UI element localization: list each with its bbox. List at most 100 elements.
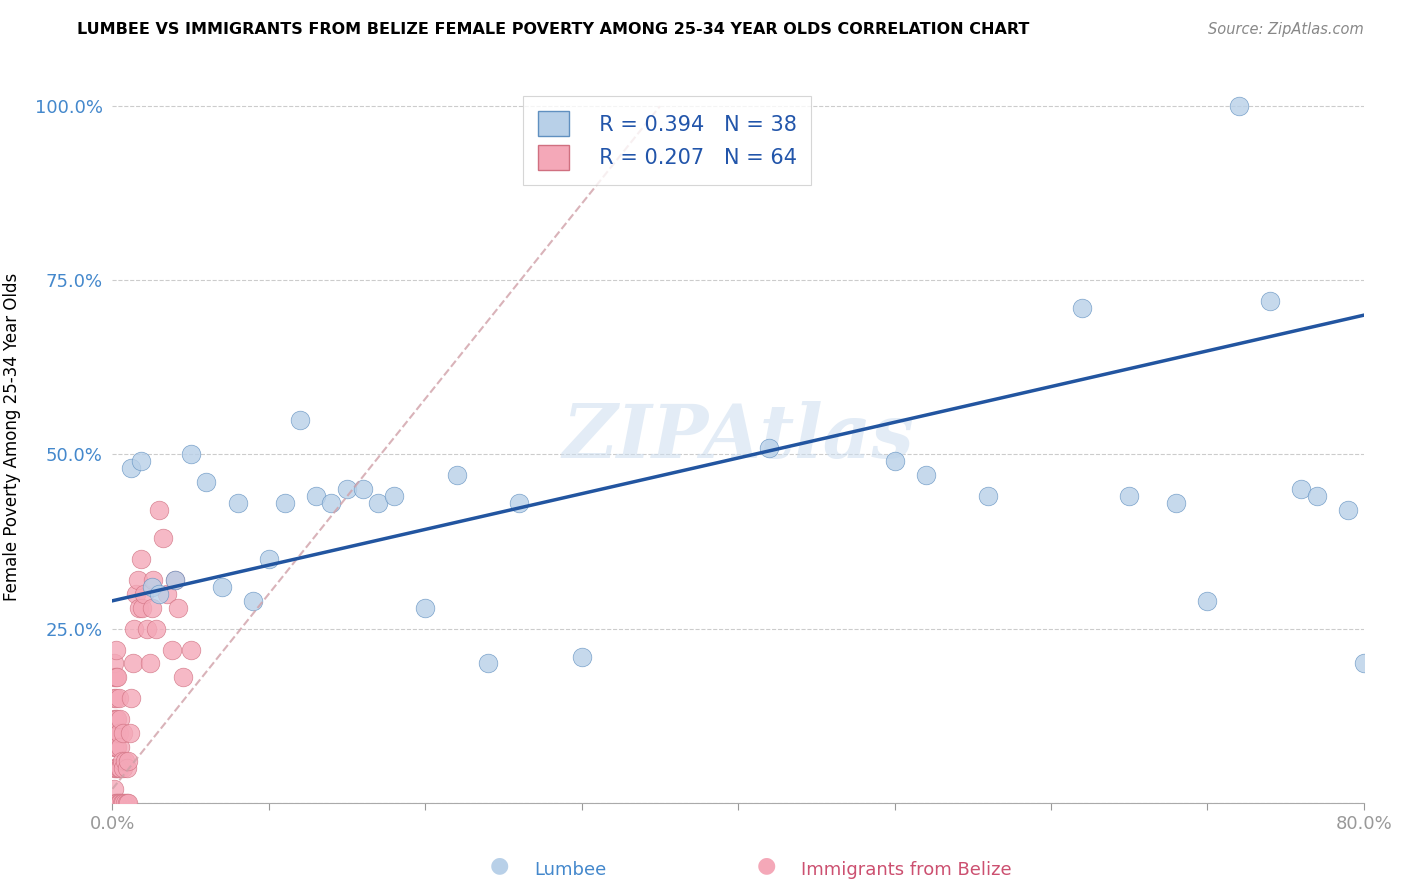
Point (1227, 99, 1250, 113)
Text: Lumbee: Lumbee (534, 861, 606, 879)
Point (104, 761, 127, 775)
Point (160, 642, 183, 657)
Point (129, 552, 152, 566)
Point (148, 587, 170, 601)
Point (105, 740, 128, 755)
Point (132, 587, 155, 601)
Point (103, 726, 125, 740)
Point (111, 754, 134, 768)
Point (1258, 294, 1281, 309)
Point (103, 761, 125, 775)
Text: ZIPAtlas: ZIPAtlas (562, 401, 914, 474)
Point (508, 496, 530, 510)
Point (117, 796, 139, 810)
Point (180, 448, 202, 462)
Point (110, 712, 132, 726)
Point (1118, 489, 1140, 503)
Point (257, 552, 280, 566)
Point (112, 796, 135, 810)
Point (103, 796, 125, 810)
Point (107, 726, 129, 740)
Point (148, 503, 170, 517)
Point (1353, 657, 1375, 671)
Point (114, 796, 136, 810)
Point (141, 580, 163, 594)
Point (1166, 496, 1188, 510)
Point (104, 670, 127, 684)
Point (477, 657, 499, 671)
Point (125, 587, 148, 601)
Point (104, 726, 127, 740)
Point (129, 454, 152, 468)
Point (103, 781, 125, 796)
Point (211, 580, 233, 594)
Point (290, 412, 312, 426)
Point (1291, 483, 1313, 497)
Legend:   R = 0.394   N = 38,   R = 0.207   N = 64: R = 0.394 N = 38, R = 0.207 N = 64 (523, 96, 811, 185)
Point (382, 489, 405, 503)
Point (305, 489, 328, 503)
Point (571, 649, 593, 664)
Point (156, 587, 179, 601)
Point (110, 740, 132, 755)
Point (163, 573, 186, 587)
Point (883, 454, 905, 468)
Point (107, 761, 129, 775)
Point (1197, 594, 1219, 608)
Point (195, 475, 218, 490)
Point (163, 573, 186, 587)
Point (115, 761, 138, 775)
Point (321, 496, 343, 510)
Point (128, 600, 150, 615)
Point (114, 754, 136, 768)
Point (446, 468, 468, 483)
Point (172, 670, 194, 684)
Point (120, 691, 142, 706)
Point (152, 531, 174, 545)
Point (115, 796, 138, 810)
Point (180, 642, 202, 657)
Point (242, 594, 264, 608)
Point (120, 461, 142, 475)
Point (103, 657, 125, 671)
Point (915, 468, 938, 483)
Point (1337, 503, 1360, 517)
Point (139, 657, 162, 671)
Point (104, 642, 127, 657)
Point (105, 761, 128, 775)
Point (145, 622, 167, 636)
Point (112, 726, 135, 740)
Point (336, 483, 359, 497)
Point (105, 670, 128, 684)
Point (103, 712, 125, 726)
Point (107, 691, 129, 706)
Y-axis label: Female Poverty Among 25-34 Year Olds: Female Poverty Among 25-34 Year Olds (3, 273, 21, 601)
Text: ●: ● (489, 855, 509, 875)
Point (104, 691, 127, 706)
Point (367, 496, 389, 510)
Point (1306, 489, 1329, 503)
Point (141, 600, 163, 615)
Point (117, 754, 139, 768)
Point (352, 483, 374, 497)
Point (104, 740, 127, 755)
Point (127, 573, 149, 587)
Point (131, 600, 153, 615)
Point (111, 796, 134, 810)
Point (112, 761, 135, 775)
Point (1071, 301, 1094, 316)
Point (121, 657, 143, 671)
Text: Immigrants from Belize: Immigrants from Belize (801, 861, 1012, 879)
Point (758, 441, 780, 455)
Text: LUMBEE VS IMMIGRANTS FROM BELIZE FEMALE POVERTY AMONG 25-34 YEAR OLDS CORRELATIO: LUMBEE VS IMMIGRANTS FROM BELIZE FEMALE … (77, 22, 1029, 37)
Point (103, 740, 125, 755)
Point (107, 796, 129, 810)
Text: ●: ● (756, 855, 776, 875)
Point (415, 600, 437, 615)
Point (977, 489, 1000, 503)
Text: Source: ZipAtlas.com: Source: ZipAtlas.com (1208, 22, 1364, 37)
Point (105, 712, 128, 726)
Point (124, 622, 146, 636)
Point (118, 726, 141, 740)
Point (103, 691, 125, 706)
